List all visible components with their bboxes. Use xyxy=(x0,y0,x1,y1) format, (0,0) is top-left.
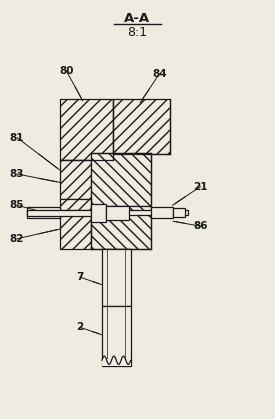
Bar xyxy=(113,99,170,153)
Bar xyxy=(91,153,151,206)
Text: 7: 7 xyxy=(76,272,84,282)
Text: 80: 80 xyxy=(59,66,74,76)
Text: 85: 85 xyxy=(10,200,24,210)
Bar xyxy=(27,207,59,212)
Text: 8:1: 8:1 xyxy=(127,26,148,39)
Bar xyxy=(59,160,91,199)
Bar xyxy=(27,210,91,216)
Text: A-A: A-A xyxy=(124,12,151,25)
Text: 83: 83 xyxy=(10,169,24,179)
Text: 86: 86 xyxy=(193,221,208,231)
Bar xyxy=(102,305,131,366)
Bar xyxy=(102,249,131,305)
Bar xyxy=(91,206,151,249)
Text: 84: 84 xyxy=(152,69,167,79)
Text: 2: 2 xyxy=(76,322,84,332)
Text: 82: 82 xyxy=(10,234,24,244)
Bar xyxy=(151,207,173,218)
Bar xyxy=(59,99,113,160)
Bar xyxy=(27,214,59,218)
Bar xyxy=(91,204,106,222)
Bar xyxy=(27,210,188,215)
Bar xyxy=(106,206,129,220)
Bar xyxy=(59,199,91,249)
Bar xyxy=(102,359,131,366)
Text: 21: 21 xyxy=(193,181,208,191)
Bar xyxy=(173,209,185,217)
Text: 81: 81 xyxy=(10,133,24,143)
